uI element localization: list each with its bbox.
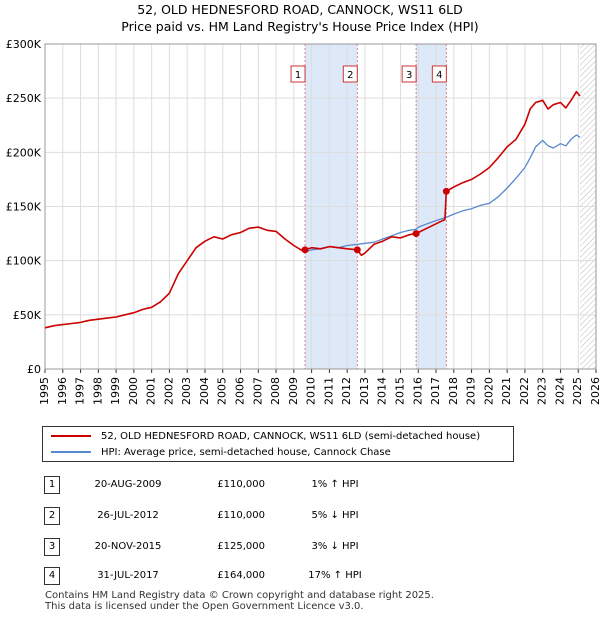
transaction-row: 4 31-JUL-2017 £164,000 17% ↑ HPI (0, 567, 600, 587)
x-tick-label: 2006 (234, 377, 247, 405)
x-tick-label: 1996 (56, 377, 69, 405)
x-tick-label: 2012 (340, 377, 353, 405)
transaction-row: 3 20-NOV-2015 £125,000 3% ↓ HPI (0, 538, 600, 558)
y-tick-label: £200K (6, 146, 42, 159)
sale-point (442, 187, 450, 195)
footer-copyright: Contains HM Land Registry data © Crown c… (45, 590, 434, 601)
x-tick-label: 2023 (536, 377, 549, 405)
transaction-number: 3 (44, 538, 60, 556)
transaction-date: 20-AUG-2009 (94, 479, 162, 490)
sale-number-label: 3 (406, 70, 412, 81)
x-tick-label: 2002 (162, 377, 175, 405)
legend-label-hpi: HPI: Average price, semi-detached house,… (101, 446, 391, 458)
x-tick-label: 1997 (74, 377, 87, 405)
x-tick-label: 2005 (216, 377, 229, 405)
x-tick-label: 2009 (287, 377, 300, 405)
x-tick-label: 2024 (553, 377, 566, 405)
transaction-number: 1 (44, 476, 60, 494)
sale-point (301, 246, 309, 254)
chart-title: 52, OLD HEDNESFORD ROAD, CANNOCK, WS11 6… (137, 2, 463, 17)
y-tick-label: £300K (6, 38, 42, 51)
x-tick-label: 2013 (358, 377, 371, 405)
transaction-hpi-diff: 3% ↓ HPI (311, 541, 359, 552)
transaction-date: 20-NOV-2015 (94, 541, 162, 552)
y-tick-label: £100K (6, 255, 42, 268)
transaction-price: £110,000 (217, 510, 265, 521)
legend-label-property: 52, OLD HEDNESFORD ROAD, CANNOCK, WS11 6… (101, 430, 481, 442)
sale-number-box (342, 65, 358, 83)
x-tick-label: 1998 (91, 377, 104, 405)
x-tick-label: 2007 (251, 377, 264, 405)
transaction-date: 31-JUL-2017 (97, 570, 159, 581)
x-tick-label: 2018 (447, 377, 460, 405)
sale-number-label: 4 (436, 70, 442, 81)
x-tick-label: 2022 (518, 377, 531, 405)
transaction-hpi-diff: 1% ↑ HPI (311, 479, 359, 490)
legend-item-property: 52, OLD HEDNESFORD ROAD, CANNOCK, WS11 6… (51, 429, 480, 443)
sale-point (353, 246, 361, 254)
legend-swatch-hpi (51, 451, 91, 453)
x-tick-label: 2021 (500, 377, 513, 405)
x-tick-label: 2000 (127, 377, 140, 405)
x-tick-label: 2019 (465, 377, 478, 405)
transaction-hpi-diff: 5% ↓ HPI (311, 510, 359, 521)
x-tick-label: 2020 (482, 377, 495, 405)
price-chart: £0 £50K £100K £150K £200K £250K £300K 1995 1996 1… (6, 38, 600, 405)
x-tick-label: 2008 (269, 377, 282, 405)
transaction-price: £164,000 (217, 570, 265, 581)
x-tick-label: 1995 (38, 377, 51, 405)
legend-swatch-property (51, 435, 91, 437)
plot-frame (44, 43, 597, 370)
sale-number-label: 2 (347, 70, 353, 81)
x-tick-label: 2025 (571, 377, 584, 405)
transaction-number: 4 (44, 567, 60, 585)
sale-number-label: 1 (295, 70, 301, 81)
sale-number-box (401, 65, 417, 83)
transaction-price: £110,000 (217, 479, 265, 490)
legend: 52, OLD HEDNESFORD ROAD, CANNOCK, WS11 6… (42, 426, 514, 462)
x-tick-label: 2004 (198, 377, 211, 405)
y-tick-label: £0 (27, 363, 41, 376)
transaction-number: 2 (44, 507, 60, 525)
x-tick-label: 2016 (411, 377, 424, 405)
sale-point (412, 230, 420, 238)
transaction-row: 1 20-AUG-2009 £110,000 1% ↑ HPI (0, 476, 600, 496)
x-tick-label: 2001 (145, 377, 158, 405)
x-tick-label: 2015 (393, 377, 406, 405)
transaction-hpi-diff: 17% ↑ HPI (308, 570, 362, 581)
x-tick-label: 2003 (180, 377, 193, 405)
y-tick-label: £250K (6, 92, 42, 105)
transaction-price: £125,000 (217, 541, 265, 552)
sale-number-box (290, 65, 306, 83)
chart-subtitle: Price paid vs. HM Land Registry's House … (121, 19, 479, 34)
x-tick-label: 1999 (109, 377, 122, 405)
transaction-row: 2 26-JUL-2012 £110,000 5% ↓ HPI (0, 507, 600, 527)
x-tick-label: 2010 (305, 377, 318, 405)
y-tick-label: £50K (13, 309, 42, 322)
property-price-line (44, 90, 581, 329)
sale-number-box (431, 65, 447, 83)
x-tick-label: 2017 (429, 377, 442, 405)
transaction-date: 26-JUL-2012 (97, 510, 159, 521)
legend-item-hpi: HPI: Average price, semi-detached house,… (51, 445, 391, 459)
x-tick-label: 2026 (589, 377, 600, 405)
hpi-line (304, 134, 581, 253)
y-tick-label: £150K (6, 201, 42, 214)
x-tick-label: 2014 (376, 377, 389, 405)
footer-licence: This data is licensed under the Open Gov… (45, 601, 364, 612)
x-tick-label: 2011 (322, 377, 335, 405)
